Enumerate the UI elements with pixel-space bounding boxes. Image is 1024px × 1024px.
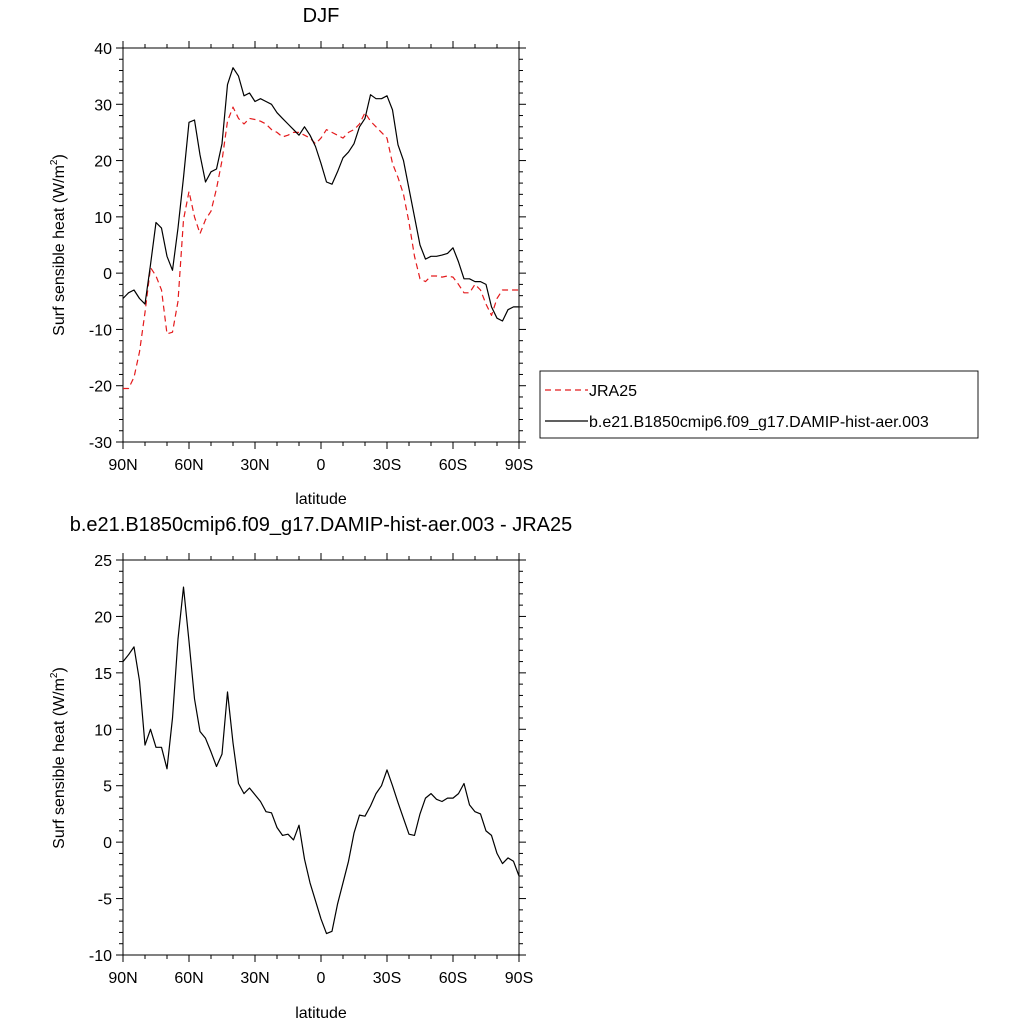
bottom-x-axis-label: latitude [295, 1005, 347, 1022]
bottom-panel: b.e21.B1850cmip6.f09_g17.DAMIP-hist-aer.… [49, 514, 572, 1022]
y-tick-label: 25 [94, 553, 112, 570]
y-tick-label: 20 [94, 154, 112, 171]
top-series-group [122, 67, 519, 390]
bottom-series-line-difference [122, 586, 520, 935]
x-tick-label: 30N [240, 970, 269, 987]
y-tick-label: 30 [94, 97, 112, 114]
legend-label-jra25: JRA25 [589, 383, 637, 400]
y-tick-label: -30 [89, 435, 112, 452]
x-tick-label: 90N [108, 457, 137, 474]
x-tick-label: 60N [174, 457, 203, 474]
x-tick-label: 60N [174, 970, 203, 987]
y-tick-label: -10 [89, 948, 112, 965]
y-tick-label: -10 [89, 322, 112, 339]
top-y-tick-labels: -30 -20 -10 0 10 20 30 40 [89, 41, 112, 452]
x-tick-label: 0 [317, 970, 326, 987]
y-tick-label: 5 [103, 779, 112, 796]
x-tick-label: 90S [505, 970, 533, 987]
top-plot-frame [122, 47, 520, 443]
x-tick-label: 90N [108, 970, 137, 987]
y-tick-label: 10 [94, 722, 112, 739]
y-tick-label: 20 [94, 609, 112, 626]
top-legend: JRA25 b.e21.B1850cmip6.f09_g17.DAMIP-his… [539, 370, 979, 439]
bottom-x-tick-labels: 90N 60N 30N 0 30S 60S 90S [108, 970, 533, 987]
x-tick-label: 60S [439, 970, 467, 987]
bottom-chart-title: b.e21.B1850cmip6.f09_g17.DAMIP-hist-aer.… [70, 514, 573, 536]
bottom-series-group [122, 586, 520, 935]
top-ticks [116, 41, 526, 449]
x-tick-label: 60S [439, 457, 467, 474]
top-x-axis-label: latitude [295, 491, 347, 508]
top-x-tick-labels: 90N 60N 30N 0 30S 60S 90S [108, 457, 533, 474]
top-series-line-jra25 [123, 106, 519, 390]
bottom-ticks [116, 553, 526, 962]
y-tick-label: 15 [94, 666, 112, 683]
y-tick-label: 40 [94, 41, 112, 58]
x-tick-label: 0 [317, 457, 326, 474]
y-tick-label: 0 [103, 835, 112, 852]
legend-frame [539, 370, 979, 439]
top-series-line-model [122, 67, 519, 322]
y-tick-label: -5 [98, 892, 112, 909]
y-tick-label: 10 [94, 210, 112, 227]
y-tick-label: 0 [103, 266, 112, 283]
bottom-y-tick-labels: -10 -5 0 5 10 15 20 25 [89, 553, 112, 965]
x-tick-label: 30S [373, 970, 401, 987]
bottom-y-axis-label: Surf sensible heat (W/m2) [49, 667, 68, 849]
y-tick-label: -20 [89, 379, 112, 396]
top-y-axis-label: Surf sensible heat (W/m2) [49, 154, 68, 336]
top-chart-title: DJF [303, 5, 340, 27]
bottom-plot-frame [122, 559, 520, 956]
x-tick-label: 90S [505, 457, 533, 474]
x-tick-label: 30N [240, 457, 269, 474]
legend-label-model: b.e21.B1850cmip6.f09_g17.DAMIP-hist-aer.… [589, 414, 929, 431]
x-tick-label: 30S [373, 457, 401, 474]
